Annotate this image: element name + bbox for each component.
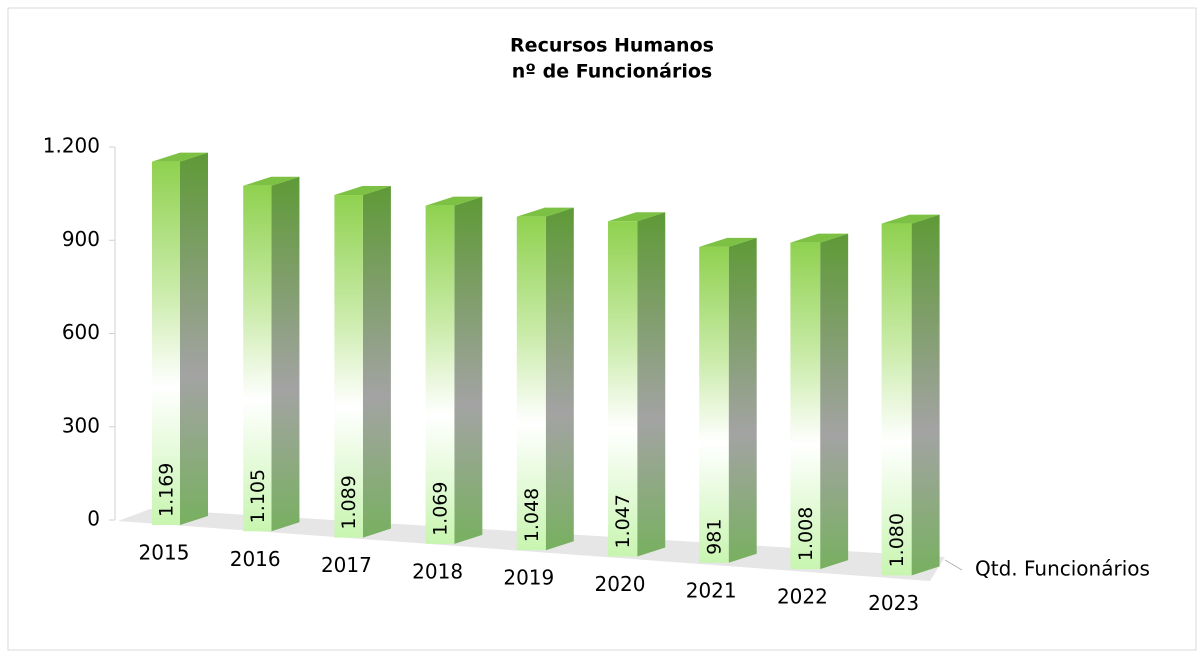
x-tick-label: 2023 bbox=[868, 591, 919, 615]
bar-top bbox=[790, 233, 849, 243]
x-tick-label: 2015 bbox=[139, 541, 190, 565]
x-tick-label: 2022 bbox=[777, 585, 828, 609]
depth-axis-tick bbox=[944, 559, 963, 571]
value-label: 1.047 bbox=[612, 494, 634, 548]
bar-side bbox=[545, 207, 574, 551]
bar-top bbox=[152, 152, 208, 162]
bar-side bbox=[454, 196, 483, 544]
bar-top bbox=[881, 214, 940, 224]
bar-front bbox=[608, 221, 638, 557]
bar bbox=[516, 207, 574, 551]
bar-side bbox=[180, 152, 208, 525]
value-label: 1.008 bbox=[795, 507, 817, 561]
bar-side bbox=[728, 237, 757, 563]
bar-top bbox=[516, 207, 574, 217]
bar-front bbox=[152, 161, 180, 525]
bar bbox=[608, 212, 666, 557]
y-tick-label: 1.200 bbox=[43, 134, 100, 158]
x-tick-label: 2019 bbox=[503, 566, 554, 590]
bar-front bbox=[243, 185, 272, 532]
value-label: 1.069 bbox=[429, 481, 451, 535]
x-tick-label: 2021 bbox=[686, 578, 737, 602]
bar bbox=[334, 186, 391, 538]
bar-front bbox=[699, 246, 729, 563]
y-tick-label: 900 bbox=[62, 227, 100, 251]
bar-side bbox=[271, 176, 300, 532]
y-tick-label: 300 bbox=[62, 413, 100, 437]
x-tick-label: 2017 bbox=[321, 553, 372, 577]
bar-front bbox=[790, 242, 821, 570]
x-tick-label: 2016 bbox=[230, 547, 281, 571]
bar-front bbox=[881, 223, 912, 576]
bar-side bbox=[362, 186, 391, 538]
value-label: 1.105 bbox=[247, 469, 269, 523]
bar-top bbox=[608, 212, 666, 222]
bar bbox=[152, 152, 208, 525]
value-label: 1.089 bbox=[338, 475, 360, 529]
value-label: 1.169 bbox=[156, 463, 178, 517]
bar bbox=[699, 237, 757, 563]
value-label: 981 bbox=[703, 519, 725, 555]
bar bbox=[790, 233, 849, 570]
bar-side bbox=[820, 233, 849, 570]
bar-top bbox=[699, 237, 757, 247]
bar bbox=[425, 196, 483, 544]
y-tick-label: 0 bbox=[87, 507, 100, 531]
bar-front bbox=[516, 216, 546, 551]
y-tick-label: 600 bbox=[62, 320, 100, 344]
bar-side bbox=[911, 214, 940, 576]
bar-side bbox=[637, 212, 666, 557]
value-label: 1.080 bbox=[886, 513, 908, 567]
bar-top bbox=[425, 196, 483, 206]
legend-label: Qtd. Funcionários bbox=[975, 557, 1150, 581]
x-tick-label: 2018 bbox=[412, 559, 463, 583]
chart-subtitle: nº de Funcionários bbox=[512, 61, 712, 83]
x-tick-label: 2020 bbox=[595, 572, 646, 596]
bar-front bbox=[334, 195, 363, 538]
bar-front bbox=[425, 205, 455, 544]
bar-top bbox=[334, 186, 391, 196]
bar bbox=[881, 214, 940, 576]
bar-top bbox=[243, 176, 300, 186]
value-label: 1.048 bbox=[521, 488, 543, 542]
chart-title: Recursos Humanos bbox=[510, 35, 714, 57]
bar bbox=[243, 176, 300, 532]
